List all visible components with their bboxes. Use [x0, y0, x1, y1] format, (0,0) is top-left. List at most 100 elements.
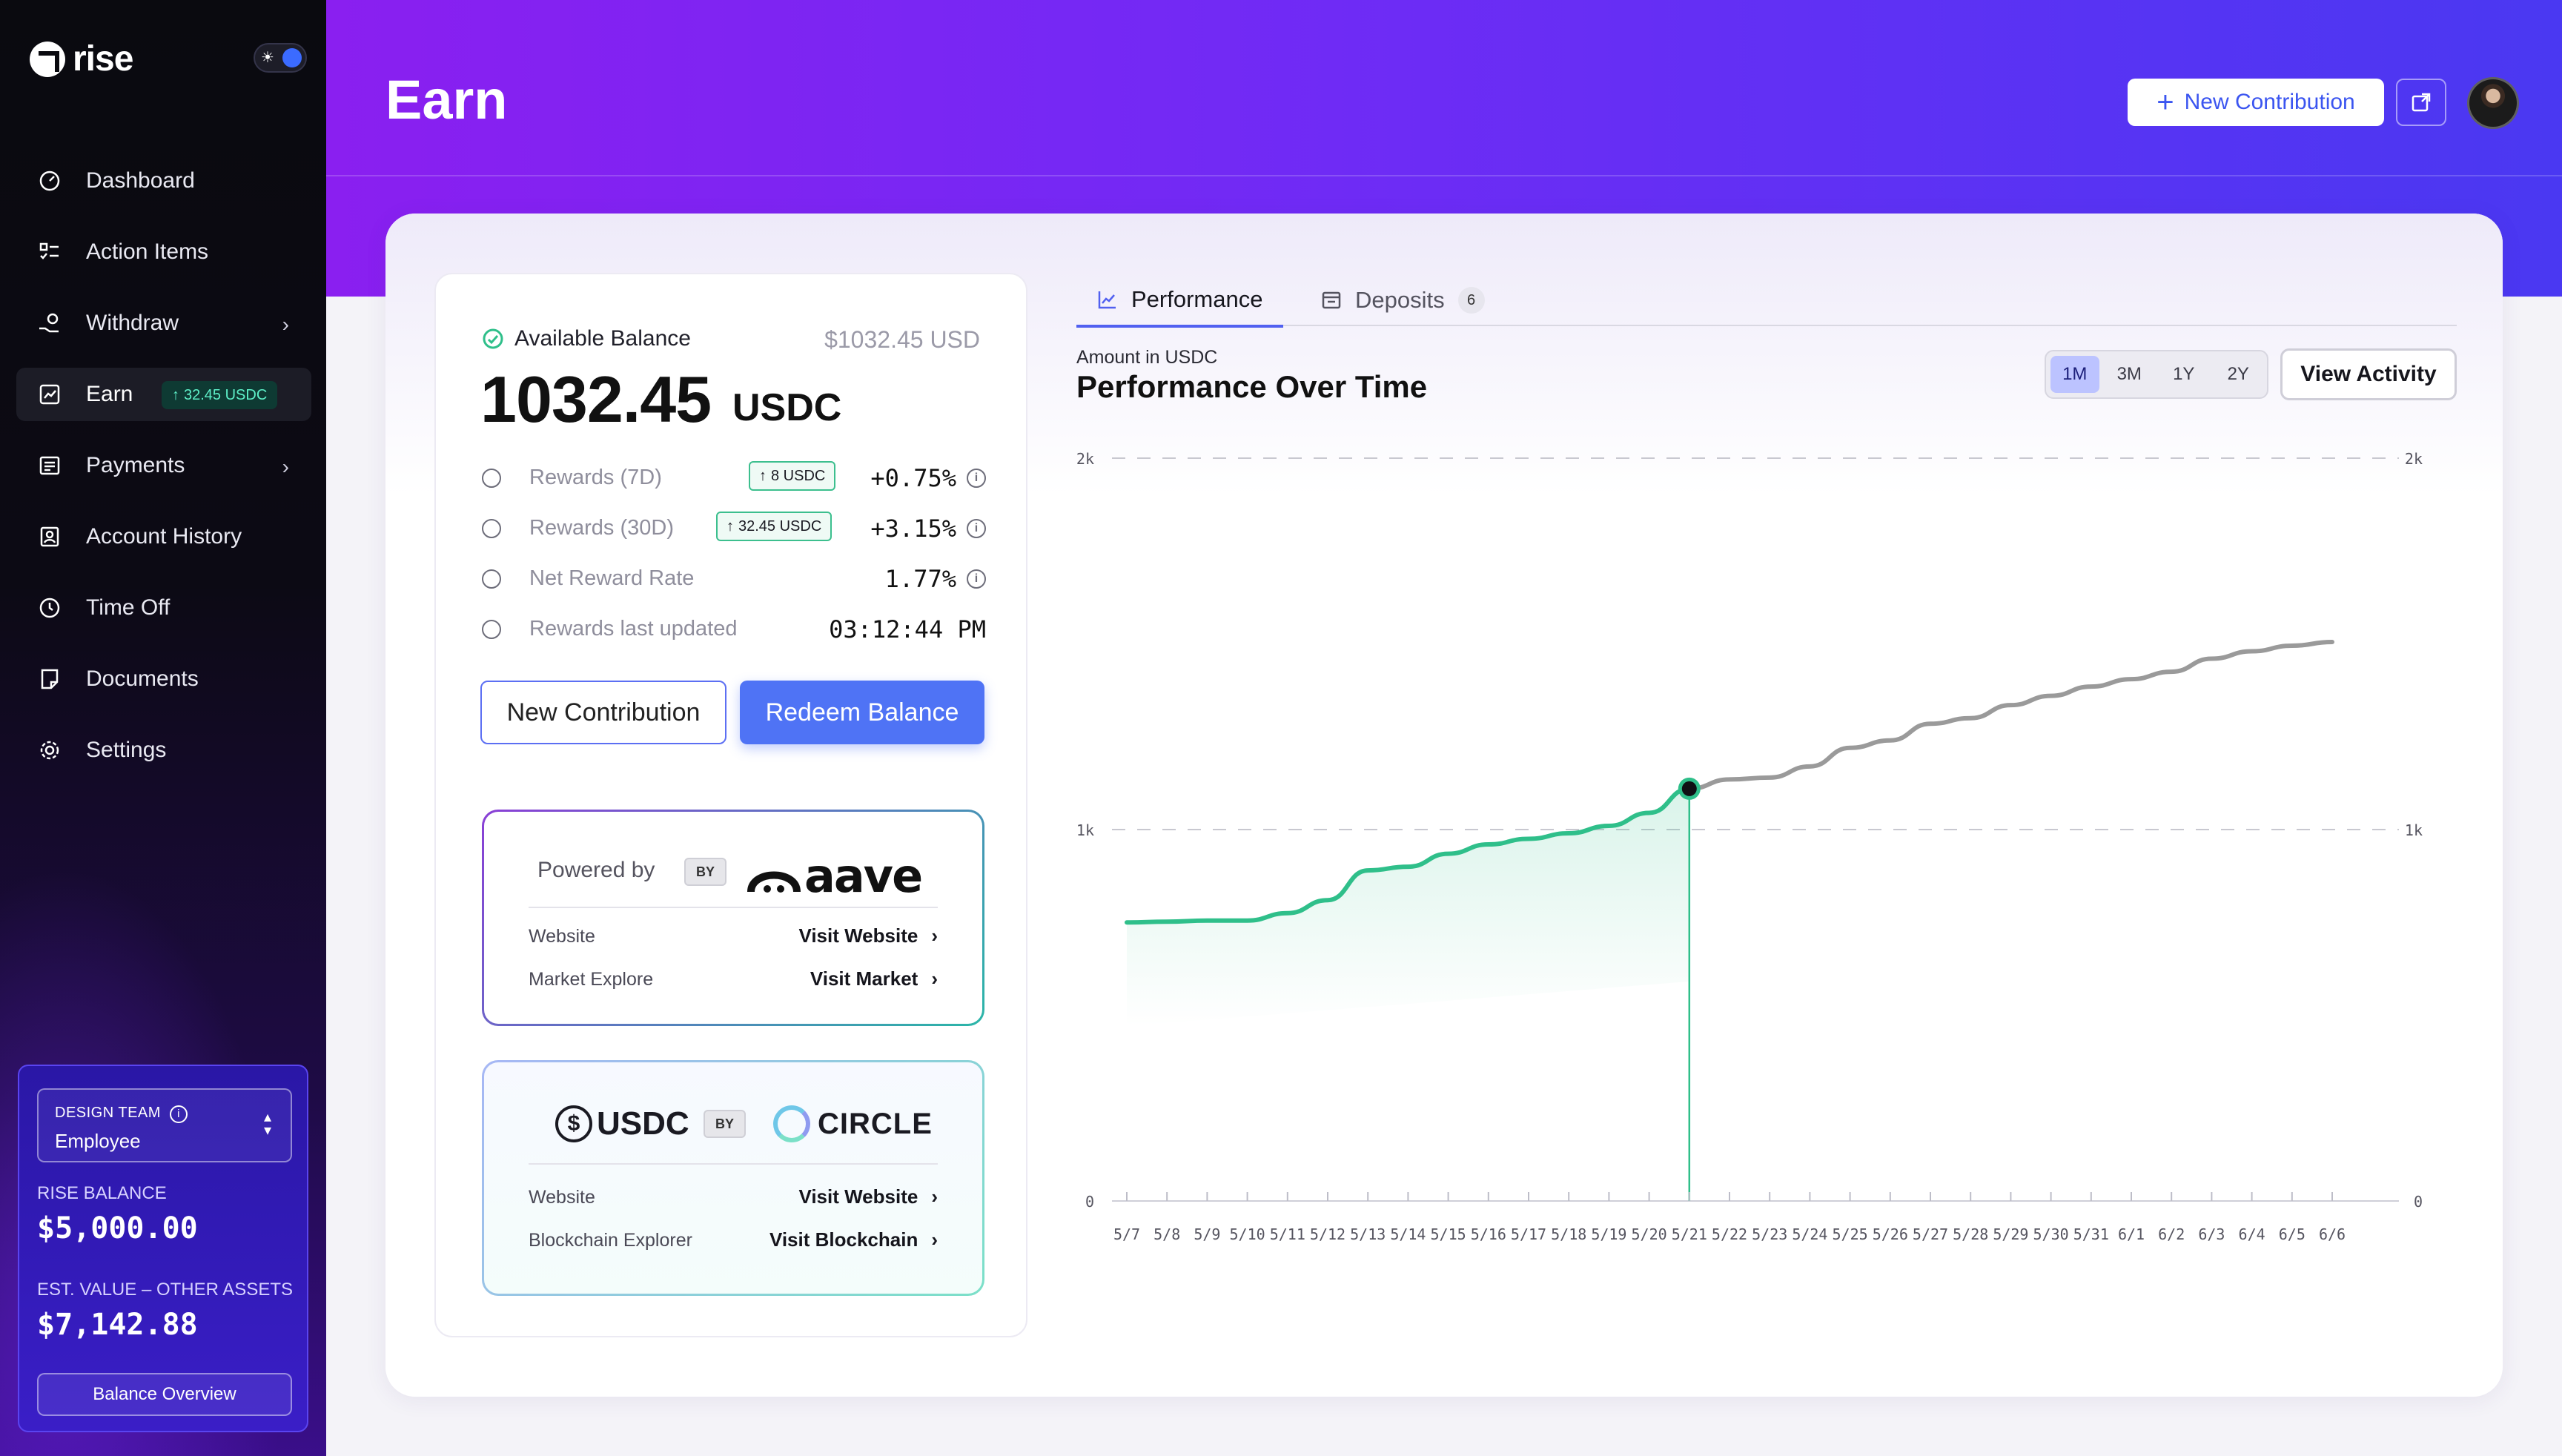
- document-icon: [37, 666, 62, 692]
- check-circle-icon: [483, 328, 503, 349]
- performance-chart[interactable]: 0 0 1k 1k 2k 2k 5/7 5/8 5/9 5/10 5/11 5/12 5/13 5/14…: [1053, 421, 2483, 1355]
- sidebar-item-payments[interactable]: Payments ›: [16, 439, 311, 492]
- hover-point[interactable]: [1681, 781, 1697, 796]
- x-tick-label: 5/22: [1712, 1225, 1747, 1243]
- data-point: [1566, 831, 1571, 835]
- x-tick-label: 5/23: [1752, 1225, 1787, 1243]
- x-tick-label: 5/31: [2073, 1225, 2109, 1243]
- withdraw-icon: [37, 311, 62, 336]
- net-reward-rate-label: Net Reward Rate: [529, 566, 695, 590]
- y-tick-label-left: 1k: [1076, 821, 1094, 839]
- series-line-projected: [1687, 639, 2334, 791]
- x-tick-label: 5/15: [1431, 1225, 1466, 1243]
- data-point: [2089, 684, 2093, 689]
- tab-deposits[interactable]: Deposits 6: [1321, 274, 1485, 326]
- rewards-7d-badge: ↑ 8 USDC: [749, 461, 836, 491]
- chevron-right-icon: ›: [931, 1185, 938, 1208]
- gear-icon: [37, 738, 62, 763]
- data-point: [1606, 824, 1611, 828]
- share-button[interactable]: [2396, 79, 2446, 126]
- avatar[interactable]: [2467, 77, 2519, 129]
- sidebar-item-documents[interactable]: Documents: [16, 652, 311, 706]
- sidebar-item-action-items[interactable]: Action Items: [16, 225, 311, 279]
- range-1m-button[interactable]: 1M: [2050, 356, 2099, 393]
- by-chip: BY: [684, 858, 727, 886]
- x-tick-label: 5/24: [1792, 1225, 1827, 1243]
- card-divider: [529, 1163, 938, 1165]
- aave-visit-market-link[interactable]: Visit Market ›: [810, 967, 938, 990]
- info-icon[interactable]: i: [967, 469, 986, 488]
- aave-ghost-icon: [747, 871, 801, 893]
- rise-balance-label: RISE BALANCE: [37, 1183, 167, 1203]
- data-point: [1928, 721, 1933, 726]
- usdc-visit-blockchain-link[interactable]: Visit Blockchain ›: [769, 1228, 938, 1251]
- sidebar-item-label: Action Items: [86, 239, 209, 264]
- toggle-knob: [282, 48, 302, 67]
- range-2y-button[interactable]: 2Y: [2227, 364, 2249, 384]
- sidebar-item-withdraw[interactable]: Withdraw ›: [16, 297, 311, 350]
- clock-icon: [482, 620, 501, 639]
- available-balance-label: Available Balance: [514, 326, 691, 351]
- sidebar-item-settings[interactable]: Settings: [16, 724, 311, 777]
- x-tick-label: 5/19: [1591, 1225, 1626, 1243]
- data-point: [1245, 919, 1250, 923]
- data-point: [1325, 898, 1330, 902]
- sidebar-item-time-off[interactable]: Time Off: [16, 581, 311, 635]
- sidebar: rise ☀ Dashboard Action Items Withdraw ›: [0, 0, 326, 1456]
- usdc-visit-website-link[interactable]: Visit Website ›: [798, 1185, 938, 1208]
- redeem-balance-button[interactable]: Redeem Balance: [740, 681, 984, 744]
- data-point: [1406, 864, 1410, 869]
- earn-rewards-badge: ↑ 32.45 USDC: [162, 381, 278, 409]
- info-icon: i: [170, 1105, 188, 1123]
- chevron-right-icon: ›: [931, 1228, 938, 1251]
- x-tick-label: 5/9: [1194, 1225, 1220, 1243]
- data-point: [1125, 920, 1129, 924]
- sidebar-item-label: Time Off: [86, 595, 171, 620]
- data-point: [2250, 649, 2254, 654]
- checklist-icon: [37, 239, 62, 265]
- usdc-partner-card: $ USDC BY CIRCLE Website Visit Website › B…: [482, 1060, 984, 1296]
- team-role: Employee: [55, 1130, 141, 1152]
- sidebar-item-account-history[interactable]: Account History: [16, 510, 311, 563]
- rise-logo-icon: [30, 41, 65, 77]
- tab-performance[interactable]: Performance: [1076, 274, 1284, 328]
- aave-visit-website-link[interactable]: Visit Website ›: [798, 924, 938, 947]
- data-point: [1446, 852, 1451, 856]
- range-1y-button[interactable]: 1Y: [2173, 364, 2195, 384]
- balance-summary-card: Available Balance $1032.45 USD 1032.45 U…: [434, 273, 1027, 1337]
- sidebar-item-label: Documents: [86, 666, 199, 691]
- info-icon[interactable]: i: [967, 519, 986, 538]
- info-icon[interactable]: i: [967, 569, 986, 589]
- brand-logo[interactable]: rise: [30, 39, 133, 79]
- data-point: [1687, 787, 1692, 791]
- y-tick-label-left: 0: [1085, 1193, 1094, 1211]
- chart-title: Performance Over Time: [1076, 369, 1428, 404]
- by-chip: BY: [704, 1110, 747, 1138]
- y-tick-label-right: 0: [2414, 1193, 2423, 1211]
- data-point: [1366, 868, 1370, 873]
- dashboard-icon: [37, 168, 62, 193]
- header-new-contribution-button[interactable]: + New Contribution: [2128, 79, 2384, 126]
- chevron-right-icon: ›: [282, 313, 289, 336]
- sidebar-item-earn[interactable]: Earn ↑ 32.45 USDC: [16, 368, 311, 421]
- y-tick-label-right: 2k: [2405, 450, 2423, 468]
- deposits-icon: [1322, 291, 1341, 309]
- rewards-last-updated-row: Rewards last updated 03:12:44 PM: [482, 611, 986, 648]
- new-contribution-button[interactable]: New Contribution: [480, 681, 726, 744]
- available-balance-usd: $1032.45 USD: [824, 326, 980, 353]
- data-point: [1526, 837, 1531, 841]
- sidebar-item-dashboard[interactable]: Dashboard: [16, 154, 311, 208]
- data-point: [1807, 764, 1812, 769]
- balance-overview-button[interactable]: Balance Overview: [37, 1373, 292, 1416]
- x-tick-label: 5/29: [1993, 1225, 2028, 1243]
- y-tick-label-left: 2k: [1076, 450, 1094, 468]
- other-assets-value: $7,142.88: [37, 1308, 198, 1342]
- team-selector[interactable]: DESIGN TEAM i Employee ▴ ▾: [37, 1088, 292, 1162]
- data-point: [2008, 703, 2013, 707]
- sidebar-item-label: Withdraw: [86, 311, 179, 335]
- range-3m-button[interactable]: 3M: [2116, 364, 2142, 384]
- theme-toggle[interactable]: ☀: [254, 43, 307, 73]
- circle-brand-icon: [773, 1105, 810, 1142]
- view-activity-button[interactable]: View Activity: [2280, 348, 2457, 400]
- x-tick-label: 5/8: [1153, 1225, 1180, 1243]
